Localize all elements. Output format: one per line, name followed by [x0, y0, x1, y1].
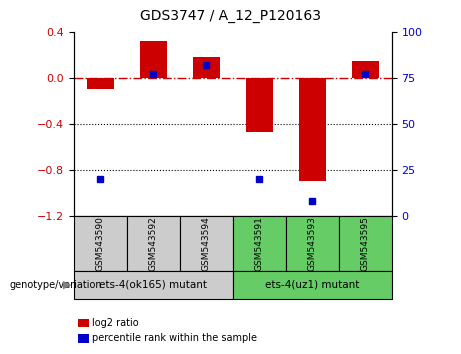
Bar	[74, 216, 127, 271]
Text: GDS3747 / A_12_P120163: GDS3747 / A_12_P120163	[140, 9, 321, 23]
Text: GSM543595: GSM543595	[361, 216, 370, 271]
Text: GSM543594: GSM543594	[202, 216, 211, 271]
Bar	[286, 216, 339, 271]
Bar	[127, 216, 180, 271]
Text: GSM543591: GSM543591	[255, 216, 264, 271]
Bar	[352, 61, 378, 78]
Text: ▶: ▶	[63, 280, 71, 290]
Bar	[299, 78, 325, 181]
Bar	[246, 78, 272, 132]
Bar	[78, 319, 89, 327]
Text: genotype/variation: genotype/variation	[9, 280, 102, 290]
Bar	[233, 271, 392, 299]
Text: GSM543590: GSM543590	[96, 216, 105, 271]
Bar	[193, 57, 219, 78]
Text: ets-4(ok165) mutant: ets-4(ok165) mutant	[99, 280, 207, 290]
Bar	[74, 271, 233, 299]
Text: GSM543592: GSM543592	[149, 216, 158, 271]
Text: percentile rank within the sample: percentile rank within the sample	[92, 333, 257, 343]
Bar	[180, 216, 233, 271]
Text: log2 ratio: log2 ratio	[92, 318, 139, 328]
Bar	[339, 216, 392, 271]
Text: GSM543593: GSM543593	[308, 216, 317, 271]
Bar	[233, 216, 286, 271]
Bar	[140, 41, 166, 78]
Bar	[87, 78, 113, 89]
Bar	[78, 334, 89, 343]
Text: ets-4(uz1) mutant: ets-4(uz1) mutant	[265, 280, 360, 290]
